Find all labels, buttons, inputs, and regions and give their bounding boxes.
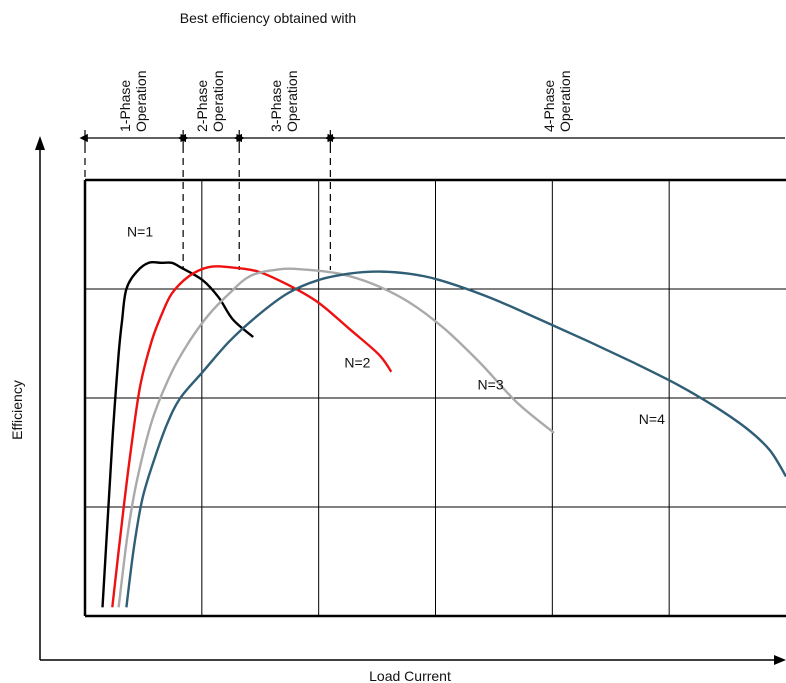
phase-label-line1: 3-Phase: [268, 80, 284, 132]
phase-label-line1: 4-Phase: [541, 80, 557, 132]
series-line-1: [101, 260, 254, 608]
phase-region-2: 2-Phase Operation: [177, 71, 245, 143]
curve-label-1: N=1: [127, 224, 153, 240]
curve-label-2: N=2: [344, 354, 370, 370]
series-line-2: [111, 265, 393, 608]
phase-annotations: 1-Phase Operation 2-Phase Operation 3-Phase O…: [79, 71, 785, 270]
phase-label-line2: Operation: [284, 71, 300, 132]
phase-region-3: 3-Phase Operation: [233, 71, 336, 143]
series-line-3: [117, 267, 555, 608]
phase-label-line1: 2-Phase: [194, 80, 210, 132]
series-line-4: [125, 270, 786, 608]
x-axis-label: Load Current: [369, 668, 451, 683]
phase-label-line2: Operation: [210, 71, 226, 132]
y-axis-label: Efficiency: [9, 380, 25, 440]
curve-label-4: N=4: [639, 411, 665, 427]
phase-label-line2: Operation: [557, 71, 573, 132]
plot-grid: [83, 178, 786, 618]
phase-label-line2: Operation: [133, 71, 149, 132]
curve-labels: N=1 N=2 N=3 N=4: [127, 224, 665, 427]
y-axis-arrow-icon: [35, 136, 45, 150]
chart-title: Best efficiency obtained with: [180, 10, 356, 26]
x-axis-arrow-icon: [774, 655, 786, 665]
phase-label-line1: 1-Phase: [117, 80, 133, 132]
series-lines: [101, 260, 786, 608]
curve-label-3: N=3: [478, 376, 504, 392]
phase-region-1: 1-Phase Operation: [79, 71, 189, 143]
phase-region-4: 4-Phase Operation: [324, 71, 785, 143]
